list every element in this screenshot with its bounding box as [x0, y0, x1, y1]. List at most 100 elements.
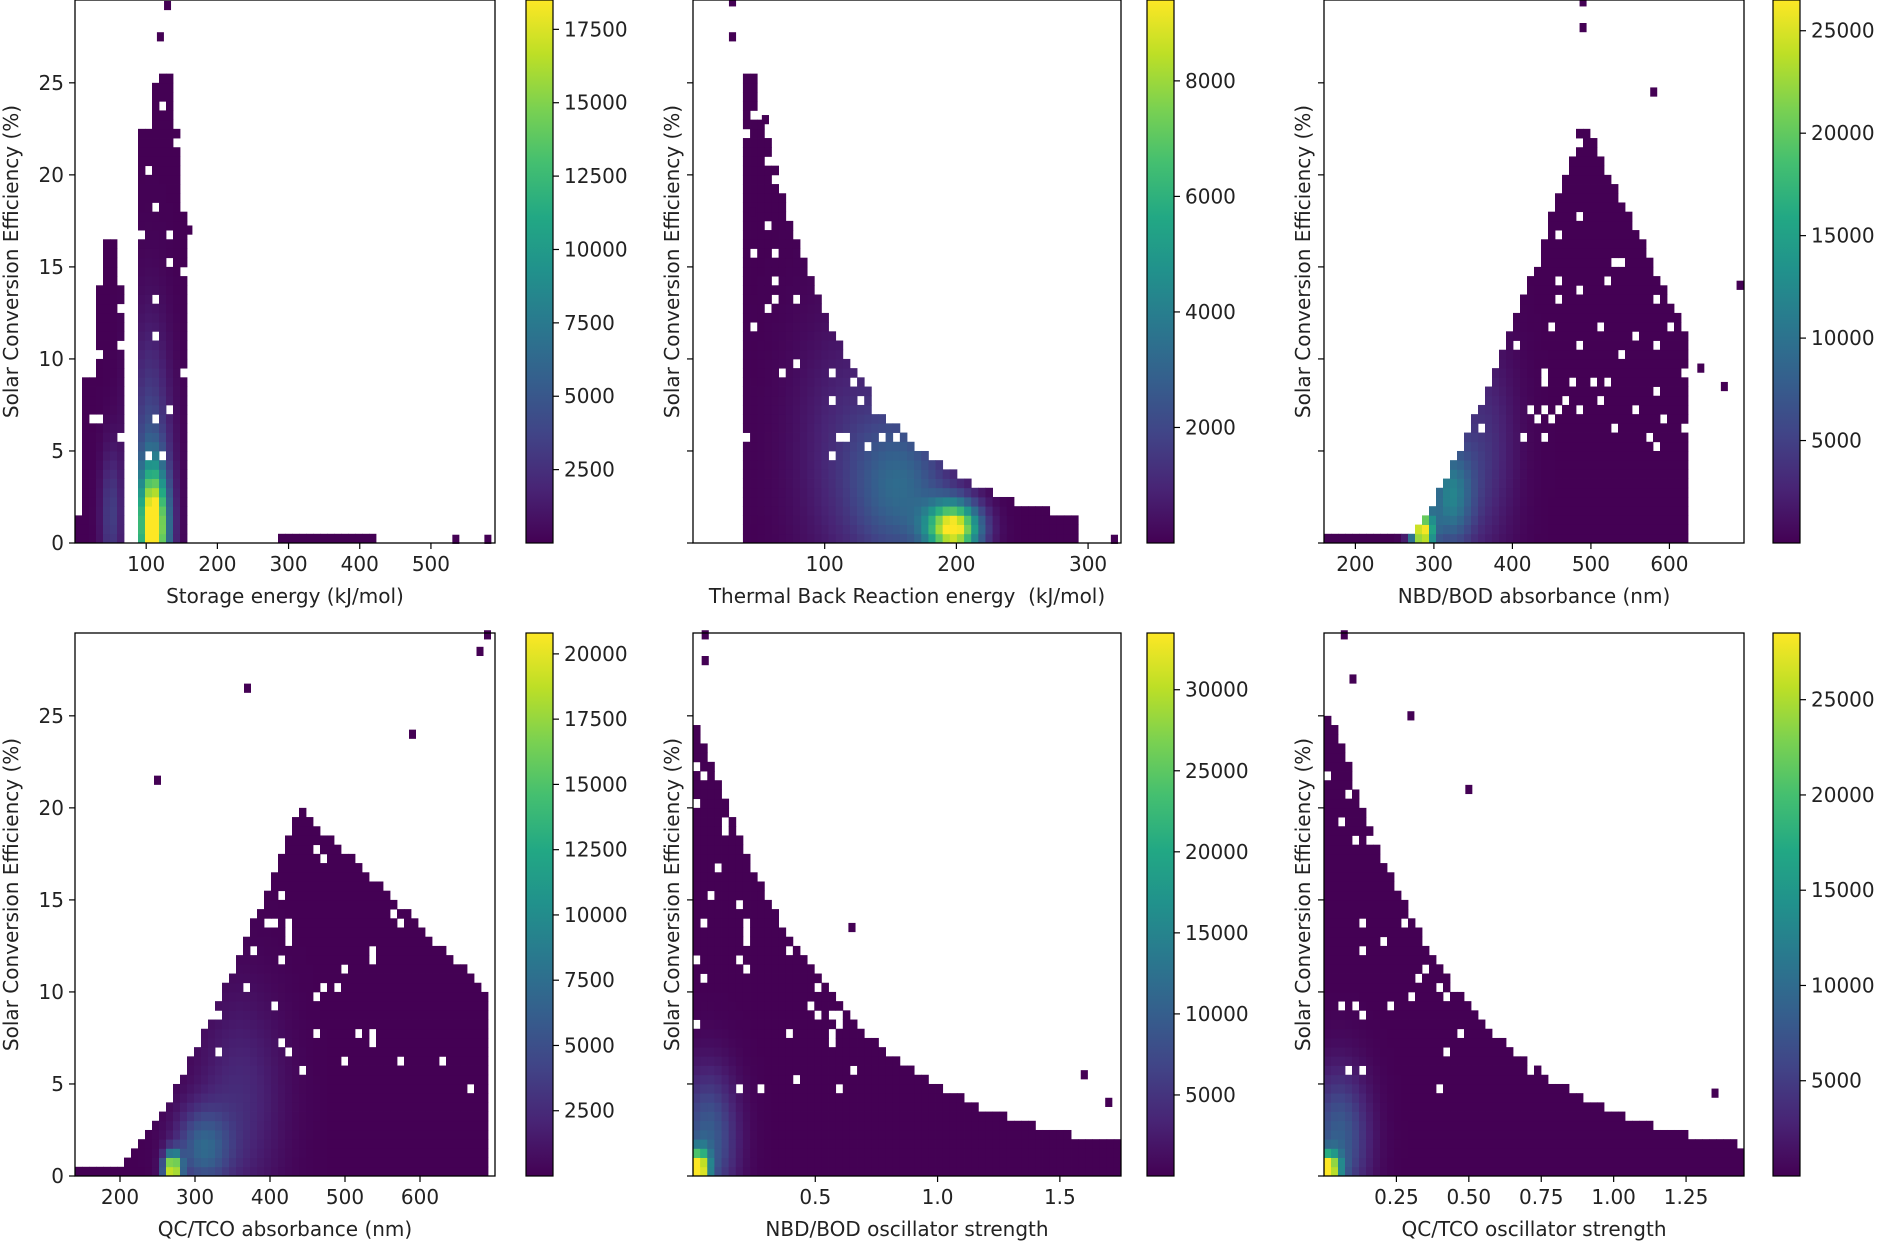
heatmap-cell: [842, 1056, 851, 1066]
heatmap-cell: [1506, 450, 1514, 461]
heatmap-cell: [376, 927, 384, 938]
heatmap-cell: [1548, 395, 1556, 406]
heatmap-cell: [299, 872, 307, 882]
heatmap-cell: [849, 1166, 858, 1177]
heatmap-cell: [257, 1083, 265, 1094]
heatmap-cell: [1520, 469, 1528, 479]
heatmap-cell: [152, 156, 160, 167]
heatmap-cell: [1569, 165, 1577, 176]
heatmap-cell: [397, 1102, 405, 1112]
heatmap-cell: [1106, 1166, 1115, 1177]
heatmap-cell: [369, 1157, 377, 1168]
heatmap-cell: [800, 487, 808, 498]
heatmap-cell: [390, 982, 398, 993]
heatmap-cell: [117, 312, 125, 323]
heatmap-cell: [778, 1037, 787, 1048]
heatmap-cell: [355, 1065, 363, 1076]
heatmap-cell: [1681, 460, 1689, 470]
heatmap-cell: [750, 184, 758, 194]
heatmap-cell: [1541, 496, 1549, 507]
heatmap-cell: [1443, 515, 1451, 525]
heatmap-cell: [1604, 322, 1612, 332]
heatmap-cell: [194, 1120, 202, 1131]
heatmap-cell: [1534, 506, 1542, 516]
heatmap-cell: [418, 1001, 426, 1011]
heatmap-cell: [892, 506, 901, 516]
heatmap-cell: [757, 432, 765, 443]
heatmap-cell: [446, 1102, 454, 1112]
heatmap-cell: [757, 285, 765, 295]
heatmap-cell: [425, 1148, 433, 1158]
heatmap-cell: [771, 487, 779, 498]
heatmap-cell: [250, 927, 258, 938]
heatmap-cell: [757, 881, 765, 892]
heatmap-cell: [446, 1083, 454, 1094]
heatmap-cell: [1513, 496, 1521, 507]
heatmap-cell: [1604, 193, 1612, 203]
heatmap-cell: [110, 478, 118, 489]
heatmap-cell: [145, 303, 153, 314]
heatmap-cell: [792, 303, 801, 314]
heatmap-cell: [956, 533, 965, 544]
heatmap-cell: [1478, 533, 1486, 544]
heatmap-cell: [180, 1111, 188, 1122]
heatmap-cell: [432, 1037, 440, 1048]
heatmap-cell: [814, 1028, 822, 1039]
heatmap-cell: [764, 964, 772, 974]
heatmap-cell: [899, 1065, 908, 1076]
heatmap-cell: [145, 358, 153, 369]
heatmap-cell: [800, 496, 808, 507]
heatmap-cell: [1063, 1139, 1072, 1149]
heatmap-cell: [439, 1129, 447, 1140]
heatmap-cell: [96, 312, 104, 323]
heatmap-cell: [728, 1120, 737, 1131]
heatmap-cell: [849, 395, 858, 406]
heatmap-cell: [1352, 853, 1360, 864]
heatmap-cell: [1457, 478, 1465, 489]
heatmap-cell: [1569, 312, 1577, 323]
heatmap-cell: [369, 1047, 377, 1057]
heatmap-cell: [750, 276, 758, 286]
heatmap-cell: [1646, 294, 1654, 305]
heatmap-cell: [1352, 945, 1360, 956]
heatmap-cell: [425, 945, 433, 956]
heatmap-cell: [425, 1102, 433, 1112]
heatmap-cell: [693, 973, 701, 984]
heatmap-cell: [764, 340, 772, 351]
heatmap-cell: [728, 1019, 737, 1030]
heatmap-cell: [1366, 1047, 1374, 1057]
heatmap-cell: [446, 1111, 454, 1122]
heatmap-cell: [1506, 524, 1514, 535]
heatmap-cell: [166, 1148, 174, 1158]
heatmap-cell: [814, 1111, 822, 1122]
heatmap-cell: [411, 982, 419, 993]
heatmap-cell: [1534, 368, 1542, 378]
heatmap-cell: [899, 1074, 908, 1085]
heatmap-cell: [792, 276, 801, 286]
heatmap-cell: [292, 927, 300, 938]
heatmap-cell: [1527, 276, 1535, 286]
heatmap-cell: [814, 469, 822, 479]
heatmap-cell: [1632, 487, 1640, 498]
heatmap-cell: [864, 1129, 872, 1140]
heatmap-cell: [949, 1148, 958, 1158]
heatmap-cell: [1478, 450, 1486, 461]
heatmap-cell: [714, 982, 722, 993]
heatmap-cell: [1590, 276, 1598, 286]
heatmap-cell: [250, 1139, 258, 1149]
heatmap-cell: [1541, 386, 1549, 397]
heatmap-cell: [271, 982, 279, 993]
heatmap-cell: [771, 404, 779, 415]
heatmap-cell: [757, 469, 765, 479]
heatmap-cell: [1660, 303, 1668, 314]
heatmap-cell: [750, 1129, 758, 1140]
heatmap-cell: [103, 377, 111, 387]
heatmap-cell: [835, 423, 844, 433]
heatmap-cell: [1331, 945, 1339, 956]
heatmap-cell: [1457, 533, 1465, 544]
heatmap-cell: [935, 469, 944, 479]
heatmap-cell: [1373, 927, 1381, 938]
heatmap-cell: [1562, 349, 1570, 360]
heatmap-cell: [250, 918, 258, 928]
heatmap-cell: [152, 340, 160, 351]
